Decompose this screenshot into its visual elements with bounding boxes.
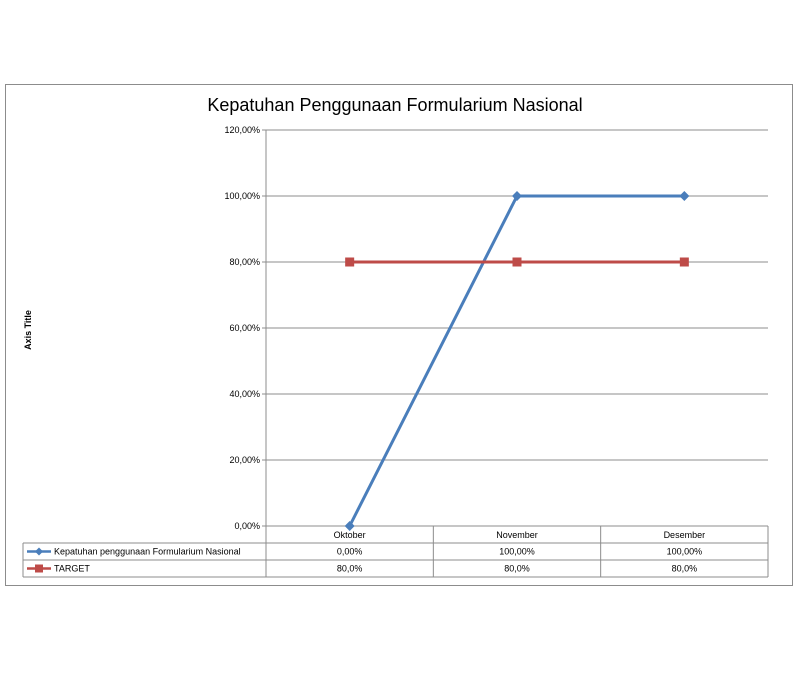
- table-cell-value: 100,00%: [499, 547, 535, 557]
- legend-key-marker: [35, 564, 43, 573]
- chart-frame: Kepatuhan Penggunaan Formularium Nasiona…: [5, 84, 793, 586]
- x-category-label: November: [496, 530, 538, 540]
- table-cell-value: 100,00%: [667, 547, 703, 557]
- y-tick-label: 100,00%: [224, 191, 260, 201]
- table-cell-value: 80,0%: [337, 564, 363, 574]
- y-tick-label: 20,00%: [229, 455, 260, 465]
- table-cell-value: 80,0%: [504, 564, 530, 574]
- data-point: [512, 257, 522, 267]
- data-point: [512, 191, 522, 201]
- chart-title: Kepatuhan Penggunaan Formularium Nasiona…: [207, 95, 582, 115]
- y-tick-labels: 0,00% 20,00% 40,00% 60,00% 80,00% 100,00% 120,…: [224, 125, 260, 531]
- series-layer: [344, 191, 690, 531]
- y-tick-label: 60,00%: [229, 323, 260, 333]
- table-cell-value: 0,00%: [337, 547, 363, 557]
- chart-svg: Kepatuhan Penggunaan Formularium Nasiona…: [22, 95, 769, 578]
- x-category-label: Oktober: [334, 530, 366, 540]
- gridlines: [262, 129, 768, 527]
- x-category-label: Desember: [664, 530, 706, 540]
- data-table: Oktober November Desember Kepatuhan penggun…: [22, 525, 769, 578]
- y-tick-label: 0,00%: [234, 521, 260, 531]
- legend-key-marker: [35, 547, 43, 556]
- table-cell-value: 80,0%: [672, 564, 698, 574]
- y-tick-label: 120,00%: [224, 125, 260, 135]
- y-tick-label: 40,00%: [229, 389, 260, 399]
- data-point: [679, 191, 690, 201]
- y-tick-label: 80,00%: [229, 257, 260, 267]
- data-point: [679, 257, 689, 267]
- data-point: [345, 257, 355, 267]
- legend-series-name: TARGET: [54, 564, 90, 574]
- series-line: [348, 194, 685, 527]
- legend-series-name: Kepatuhan penggunaan Formularium Nasiona…: [54, 547, 241, 557]
- data-point: [344, 521, 355, 531]
- y-axis-title: Axis Title: [23, 310, 33, 350]
